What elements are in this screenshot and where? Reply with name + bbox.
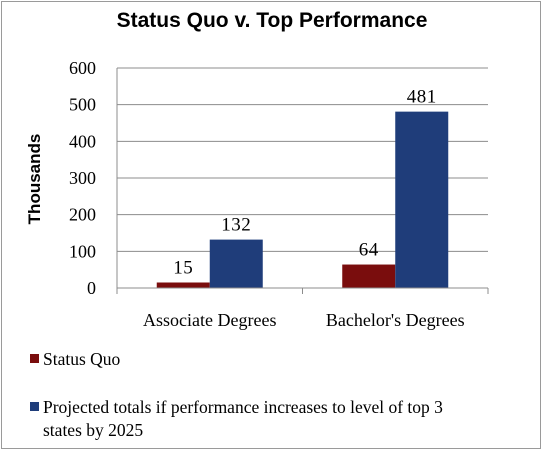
data-labels: 15 132 64 481 (173, 87, 437, 279)
legend: Status Quo Projected totals if performanc… (30, 349, 443, 440)
legend-swatch (30, 402, 39, 411)
bar (395, 111, 449, 288)
y-tick-label: 0 (87, 278, 96, 298)
y-tick-label: 200 (69, 205, 96, 225)
data-label: 132 (221, 215, 251, 236)
bars (156, 111, 449, 288)
category-label: Associate Degrees (143, 310, 276, 330)
data-label: 481 (407, 87, 437, 108)
bar (156, 282, 210, 288)
legend-label: Status Quo (43, 349, 121, 369)
y-tick-label: 600 (69, 58, 96, 78)
axes (116, 68, 489, 294)
y-tick-label: 500 (69, 95, 96, 115)
category-label: Bachelor's Degrees (326, 310, 465, 330)
y-tick-label: 400 (69, 131, 96, 151)
category-labels: Associate Degrees Bachelor's Degrees (143, 310, 465, 330)
y-tick-label: 100 (69, 241, 96, 261)
data-label: 15 (173, 258, 193, 279)
chart-title: Status Quo v. Top Performance (117, 9, 428, 32)
bar (209, 239, 263, 288)
legend-label: Projected totals if performance increase… (43, 397, 443, 417)
y-axis-label: Thousands (25, 134, 44, 225)
y-tick-label: 300 (69, 168, 96, 188)
data-label: 64 (359, 240, 379, 261)
bar (342, 264, 396, 288)
legend-swatch (30, 354, 39, 363)
y-tick-labels: 0 100 200 300 400 500 600 (69, 58, 96, 298)
legend-label: states by 2025 (43, 420, 143, 440)
